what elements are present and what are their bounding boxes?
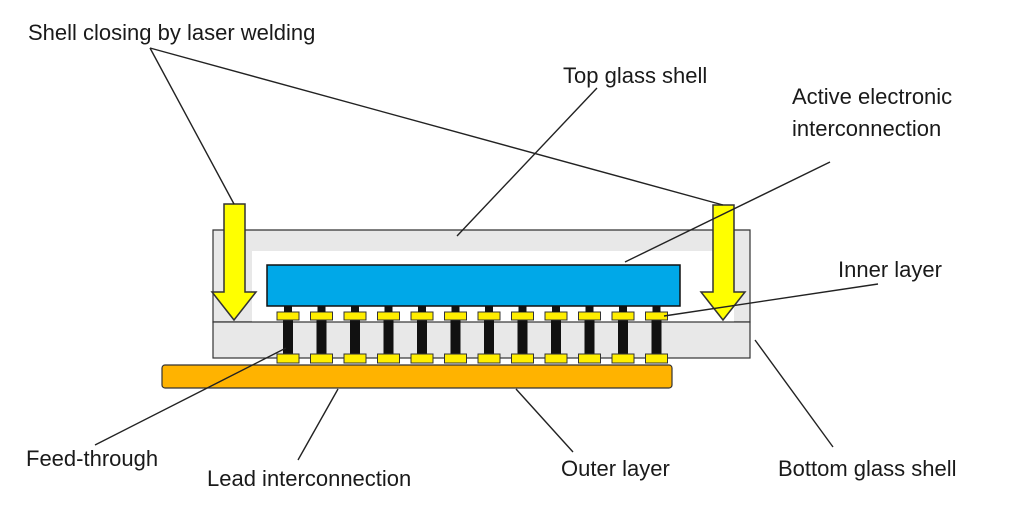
- leader-active-interconnection: [624, 161, 831, 263]
- outer-pad: [578, 353, 601, 364]
- interconnect-pin: [350, 313, 360, 358]
- inner-pad: [310, 311, 333, 321]
- active-chip: [266, 264, 681, 307]
- chip-bump: [485, 306, 493, 312]
- leader-shell-closing-left: [149, 47, 235, 205]
- outer-pad: [276, 353, 300, 364]
- outer-pad: [410, 353, 434, 364]
- label-feed-through: Feed-through: [26, 446, 158, 471]
- interconnect-pin: [316, 313, 327, 358]
- inner-pad: [444, 311, 467, 321]
- inner-pad: [477, 311, 501, 321]
- chip-bump: [652, 306, 661, 312]
- outer-pad: [544, 353, 568, 364]
- chip-bump: [418, 306, 426, 312]
- inner-pad: [377, 311, 400, 321]
- inner-pad: [276, 311, 300, 321]
- inner-pad: [611, 311, 635, 321]
- interconnect-pin: [283, 313, 293, 358]
- label-inner-layer: Inner layer: [838, 257, 942, 282]
- label-lead-interconnection: Lead interconnection: [207, 466, 411, 491]
- chip-bump: [518, 306, 527, 312]
- label-top-glass-shell: Top glass shell: [563, 63, 707, 88]
- outer-pad: [477, 353, 501, 364]
- interconnect-pin: [417, 313, 427, 358]
- chip-bump: [284, 306, 292, 312]
- chip-bump: [619, 306, 627, 312]
- outer-pad: [343, 353, 367, 364]
- interconnect-pin: [618, 313, 628, 358]
- chip-bump: [384, 306, 393, 312]
- left-weld-arrow: [210, 203, 258, 322]
- leader-outer-layer: [515, 388, 574, 453]
- inner-pad: [343, 311, 367, 321]
- outer-pad: [310, 353, 333, 364]
- interconnect-pin: [484, 313, 494, 358]
- inner-pad: [578, 311, 601, 321]
- inner-pad: [544, 311, 568, 321]
- label-shell-closing: Shell closing by laser welding: [28, 20, 315, 45]
- leader-top-glass-shell: [456, 87, 598, 237]
- interconnect-pin: [517, 313, 528, 358]
- interconnect-pin: [383, 313, 394, 358]
- outer-pad: [377, 353, 400, 364]
- chip-bump: [585, 306, 594, 312]
- leader-inner-layer: [663, 283, 879, 317]
- leader-feed-through: [94, 347, 287, 446]
- interconnect-pin: [551, 313, 561, 358]
- chip-bump: [552, 306, 560, 312]
- leader-bottom-glass-shell: [754, 339, 834, 448]
- interconnect-group: [276, 306, 668, 364]
- outer-pad: [611, 353, 635, 364]
- label-active-line1: Active electronic: [792, 84, 952, 109]
- chip-bump: [317, 306, 326, 312]
- lead-plate: [161, 364, 673, 389]
- outer-pad: [511, 353, 534, 364]
- label-active-line2: interconnection: [792, 116, 941, 141]
- label-outer-layer: Outer layer: [561, 456, 670, 481]
- leader-lead-interconnection: [297, 388, 339, 461]
- chip-bump: [351, 306, 359, 312]
- inner-pad: [410, 311, 434, 321]
- chip-bump: [451, 306, 460, 312]
- inner-pad: [511, 311, 534, 321]
- interconnect-pin: [651, 313, 662, 358]
- outer-pad: [645, 353, 668, 364]
- interconnect-pin: [450, 313, 461, 358]
- bottom-glass-shell: [212, 321, 751, 359]
- interconnect-pin: [584, 313, 595, 358]
- leader-shell-closing-right: [149, 47, 724, 206]
- label-bottom-glass-shell: Bottom glass shell: [778, 456, 957, 481]
- outer-pad: [444, 353, 467, 364]
